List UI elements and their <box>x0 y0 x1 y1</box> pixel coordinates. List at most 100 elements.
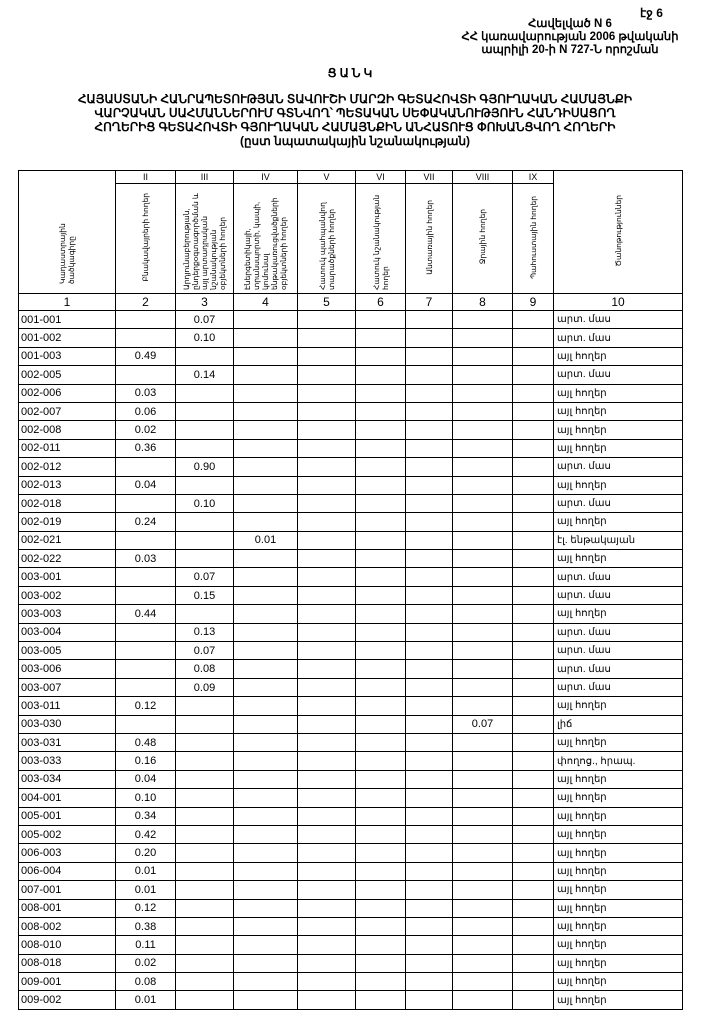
forest-land-cell <box>405 696 453 716</box>
protected-land-cell <box>297 493 356 514</box>
note-cell: արտ. մաս <box>553 365 683 385</box>
energy-transport-land-cell <box>233 953 298 974</box>
note-cell: այլ հողեր <box>553 383 683 403</box>
forest-land-cell <box>405 512 453 532</box>
table-row: 003-034 0.04 այլ հողեր <box>18 769 683 790</box>
energy-transport-land-cell <box>233 916 298 937</box>
forest-land-cell <box>405 972 453 992</box>
reserve-land-cell <box>512 420 554 440</box>
industrial-land-cell <box>175 549 234 569</box>
special-land-cell <box>355 898 406 918</box>
cadastral-code: 008-018 <box>18 953 116 974</box>
roman-numeral: V <box>297 170 356 184</box>
column-header-text: Էներգետիկայի, տրանսպորտի, կապի, կոմունալ… <box>243 197 288 290</box>
settlement-land-cell <box>115 677 176 698</box>
table-row: 001-002 0.10 արտ. մաս <box>18 328 683 348</box>
water-land-cell <box>452 457 513 477</box>
water-land-cell <box>452 861 513 882</box>
column-header-text: Ջրային հողեր <box>478 209 487 265</box>
industrial-land-cell <box>175 383 234 403</box>
cadastral-code: 003-034 <box>18 769 116 790</box>
forest-land-cell <box>405 788 453 808</box>
special-land-cell <box>355 769 406 790</box>
protected-land-cell <box>297 751 356 771</box>
cadastral-code: 008-002 <box>18 916 116 937</box>
table-row: 003-004 0.13 արտ. մաս <box>18 622 683 643</box>
column-header-text: Բնակավայրերի հողեր <box>141 192 150 282</box>
table-row: 003-003 0.44 այլ հողեր <box>18 604 683 624</box>
protected-land-cell <box>297 622 356 643</box>
cadastral-code: 003-033 <box>18 751 116 771</box>
industrial-land-cell <box>175 990 234 1010</box>
table-row: 002-011 0.36 այլ հողեր <box>18 438 683 459</box>
forest-land-cell <box>405 935 453 955</box>
industrial-land-cell <box>175 530 234 551</box>
column-header: Պահուստային հողեր <box>512 183 554 294</box>
special-land-cell <box>355 916 406 937</box>
protected-land-cell <box>297 916 356 937</box>
table-row: 002-012 0.90 արտ. մաս <box>18 457 683 477</box>
reserve-land-cell <box>512 935 554 955</box>
column-header: Էներգետիկայի, տրանսպորտի, կապի, կոմունալ… <box>233 183 298 294</box>
cadastral-code: 003-003 <box>18 604 116 624</box>
energy-transport-land-cell <box>233 438 298 459</box>
settlement-land-cell: 0.08 <box>115 972 176 992</box>
settlement-land-cell: 0.38 <box>115 916 176 937</box>
settlement-land-cell: 0.03 <box>115 383 176 403</box>
reserve-land-cell <box>512 585 554 606</box>
industrial-land-cell <box>175 916 234 937</box>
cadastral-code: 003-031 <box>18 732 116 753</box>
cadastral-code: 005-001 <box>18 806 116 826</box>
annex-line: Հավելված N 6 <box>528 18 612 30</box>
column-number: 2 <box>115 293 176 311</box>
column-header-text: Անտառային հողեր <box>424 199 434 275</box>
reserve-land-cell <box>512 567 554 587</box>
energy-transport-land-cell <box>233 861 298 882</box>
special-land-cell <box>355 788 406 808</box>
roman-numeral: III <box>175 170 234 184</box>
column-number: 4 <box>233 293 298 311</box>
land-table: Կադաստրային ծածկագիրը II III IV V VI VII VIII IX… <box>18 170 683 1010</box>
reserve-land-cell <box>512 457 554 477</box>
cadastral-code: 002-012 <box>18 457 116 477</box>
table-row: 005-001 0.34 այլ հողեր <box>18 806 683 826</box>
reserve-land-cell <box>512 365 554 385</box>
forest-land-cell <box>405 604 453 624</box>
table-row: 001-003 0.49 այլ հողեր <box>18 346 683 367</box>
forest-land-cell <box>405 438 453 459</box>
special-land-cell <box>355 383 406 403</box>
industrial-land-cell <box>175 475 234 495</box>
cadastral-code: 001-002 <box>18 328 116 348</box>
industrial-land-cell: 0.07 <box>175 309 234 330</box>
special-land-cell <box>355 843 406 863</box>
note-cell: այլ հողեր <box>553 953 683 974</box>
energy-transport-land-cell <box>233 309 298 330</box>
protected-land-cell <box>297 420 356 440</box>
table-row: 009-001 0.08 այլ հողեր <box>18 972 683 992</box>
water-land-cell <box>452 401 513 422</box>
water-land-cell <box>452 512 513 532</box>
industrial-land-cell <box>175 420 234 440</box>
industrial-land-cell: 0.90 <box>175 457 234 477</box>
table-row: 002-007 0.06 այլ հողեր <box>18 401 683 422</box>
document-heading: ՀԱՅԱՍՏԱՆԻ ՀԱՆՐԱՊԵՏՈՒԹՅԱՆ ՏԱՎՈՒՇԻ ՄԱՐԶԻ Գ… <box>40 92 670 148</box>
special-land-cell <box>355 622 406 643</box>
note-cell: արտ. մաս <box>553 457 683 477</box>
forest-land-cell <box>405 420 453 440</box>
note-cell: այլ հողեր <box>553 604 683 624</box>
special-land-cell <box>355 972 406 992</box>
note-cell: արտ. մաս <box>553 659 683 679</box>
column-number: 9 <box>512 293 554 311</box>
reserve-land-cell <box>512 401 554 422</box>
energy-transport-land-cell <box>233 401 298 422</box>
protected-land-cell <box>297 843 356 863</box>
protected-land-cell <box>297 677 356 698</box>
protected-land-cell <box>297 475 356 495</box>
settlement-land-cell <box>115 530 176 551</box>
special-land-cell <box>355 604 406 624</box>
roman-numeral: IV <box>233 170 298 184</box>
energy-transport-land-cell <box>233 751 298 771</box>
roman-header-row: Կադաստրային ծածկագիրը II III IV V VI VII VIII IX… <box>18 170 683 294</box>
cadastral-code: 003-005 <box>18 641 116 661</box>
column-number: 5 <box>297 293 356 311</box>
